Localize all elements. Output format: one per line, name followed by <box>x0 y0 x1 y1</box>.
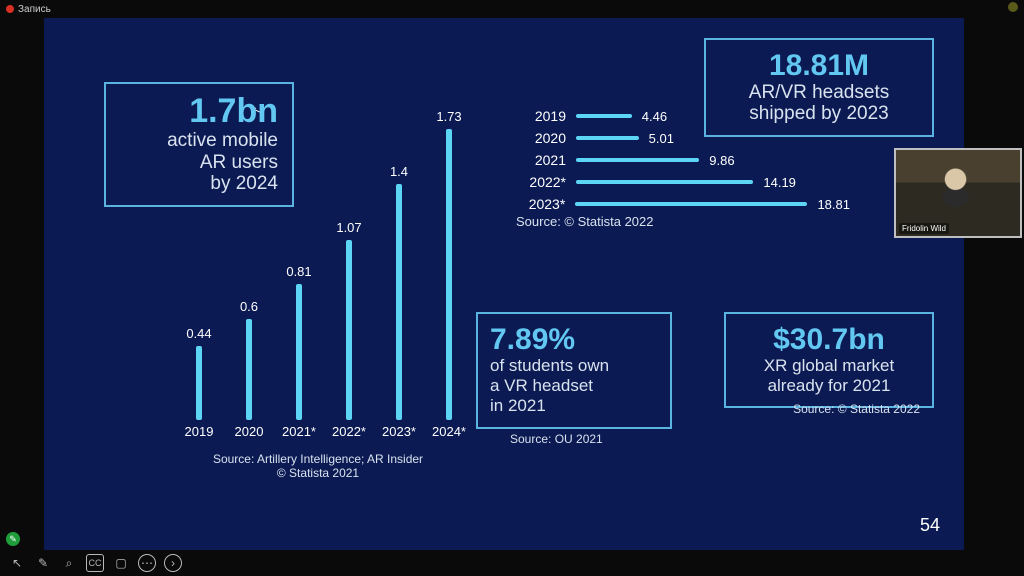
stat-market-line1: XR global market <box>740 356 918 376</box>
bar-category-label: 2022* <box>327 424 371 448</box>
bar-rect <box>246 319 252 420</box>
bar-category-label: 2024* <box>427 424 471 448</box>
hbar-value-label: 9.86 <box>709 153 734 168</box>
next-icon[interactable]: › <box>164 554 182 572</box>
search-icon[interactable]: ⌕ <box>60 554 78 572</box>
stat-headsets-line1: AR/VR headsets <box>720 82 918 104</box>
page-number: 54 <box>920 515 940 536</box>
stat-box-students: 7.89% of students own a VR headset in 20… <box>476 312 672 429</box>
bar-rect <box>296 284 302 420</box>
stat-box-market: $30.7bn XR global market already for 202… <box>724 312 934 408</box>
bar-category-label: 2020 <box>227 424 271 448</box>
source-line: © Statista 2021 <box>178 466 458 480</box>
hbar-rect <box>576 158 699 162</box>
hbar-year-label: 2022* <box>510 174 566 190</box>
bar-column: 0.44 <box>177 326 221 420</box>
hbar-year-label: 2019 <box>510 108 566 124</box>
annotate-button[interactable]: ✎ <box>6 532 20 546</box>
bar-column: 1.4 <box>377 164 421 420</box>
bar-value-label: 0.6 <box>240 299 258 314</box>
hbar-value-label: 5.01 <box>649 131 674 146</box>
more-icon[interactable]: ⋯ <box>138 554 156 572</box>
top-right-indicator-icon <box>1008 2 1018 12</box>
webcam-thumbnail[interactable]: Fridolin Wild <box>894 148 1022 238</box>
video-icon[interactable]: ▢ <box>112 554 130 572</box>
bar-rect <box>396 184 402 420</box>
hbar-rect <box>576 180 753 184</box>
source-headsets: Source: © Statista 2022 <box>516 214 654 229</box>
bar-column: 0.6 <box>227 299 271 420</box>
hbar-year-label: 2021 <box>510 152 566 168</box>
bar-column: 1.73 <box>427 109 471 420</box>
bar-rect <box>446 129 452 420</box>
source-line: Source: Artillery Intelligence; AR Insid… <box>178 452 458 466</box>
source-market: Source: © Statista 2022 <box>793 402 920 416</box>
stat-students-line3: in 2021 <box>490 396 658 416</box>
hbar-year-label: 2023* <box>510 196 565 212</box>
bar-value-label: 0.81 <box>286 264 311 279</box>
bar-value-label: 1.07 <box>336 220 361 235</box>
hbar-rect <box>575 202 807 206</box>
source-students: Source: OU 2021 <box>510 432 603 446</box>
stat-market-headline: $30.7bn <box>740 324 918 356</box>
bar-value-label: 0.44 <box>186 326 211 341</box>
stat-headsets-headline: 18.81M <box>720 50 918 82</box>
cc-icon[interactable]: CC <box>86 554 104 572</box>
bar-rect <box>196 346 202 420</box>
hbar-row: 2021 9.86 <box>510 150 850 170</box>
hbar-rect <box>576 114 632 118</box>
bar-category-label: 2021* <box>277 424 321 448</box>
bar-value-label: 1.4 <box>390 164 408 179</box>
stat-market-line2: already for 2021 <box>740 376 918 396</box>
bottom-toolbar: ↖ ✎ ⌕ CC ▢ ⋯ › <box>0 550 1024 576</box>
stat-students-line1: of students own <box>490 356 658 376</box>
bar-column: 1.07 <box>327 220 371 420</box>
hbar-row: 2022* 14.19 <box>510 172 850 192</box>
hbar-value-label: 14.19 <box>763 175 796 190</box>
hbar-row: 2023* 18.81 <box>510 194 850 214</box>
bar-category-label: 2023* <box>377 424 421 448</box>
top-bar: Запись <box>0 0 1024 18</box>
recording-dot-icon <box>6 5 14 13</box>
stat-students-headline: 7.89% <box>490 324 658 356</box>
slide-content: ↖ 1.7bn active mobile AR users by 2024 1… <box>44 18 964 550</box>
bar-rect <box>346 240 352 420</box>
hbar-value-label: 18.81 <box>817 197 850 212</box>
stat-students-line2: a VR headset <box>490 376 658 396</box>
webcam-name-label: Fridolin Wild <box>899 223 949 234</box>
hbar-year-label: 2020 <box>510 130 566 146</box>
bar-value-label: 1.73 <box>436 109 461 124</box>
bar-column: 0.81 <box>277 264 321 420</box>
bar-category-label: 2019 <box>177 424 221 448</box>
zoom-window: Запись ↖ 1.7bn active mobile AR users by… <box>0 0 1024 576</box>
pencil-icon: ✎ <box>9 534 17 545</box>
source-ar-users: Source: Artillery Intelligence; AR Insid… <box>178 452 458 480</box>
bar-chart-headsets-shipped: 2019 4.46 2020 5.01 2021 9.86 2022* 14.19 2023* 1… <box>510 106 850 216</box>
hbar-rect <box>576 136 639 140</box>
bar-chart-ar-users: 0.44 0.6 0.81 1.07 1.4 1.73 201920202021*2022… <box>174 78 474 448</box>
hbar-value-label: 4.46 <box>642 109 667 124</box>
hbar-row: 2019 4.46 <box>510 106 850 126</box>
pointer-icon[interactable]: ↖ <box>8 554 26 572</box>
webcam-video: Fridolin Wild <box>896 150 1020 236</box>
recording-label: Запись <box>18 4 51 15</box>
pen-icon[interactable]: ✎ <box>34 554 52 572</box>
hbar-row: 2020 5.01 <box>510 128 850 148</box>
